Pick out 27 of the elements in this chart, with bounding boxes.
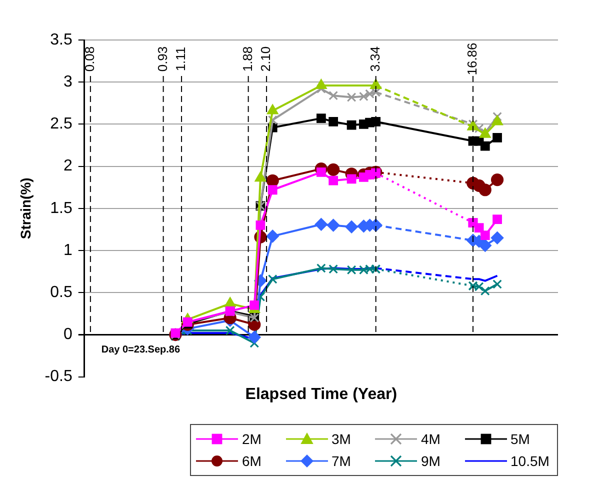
x-tick-label: 0.08 <box>82 46 98 72</box>
legend-label: 3M <box>332 431 351 447</box>
y-axis-title: Strain(%) <box>17 178 34 240</box>
y-tick-label: 2.5 <box>50 116 72 133</box>
legend-label: 4M <box>421 431 440 447</box>
y-tick-label: 1.5 <box>50 200 72 217</box>
y-tick-label: 0.5 <box>50 284 72 302</box>
annotation: Day 0=23.Sep.86 <box>101 344 180 356</box>
y-tick-label: 3.5 <box>50 31 72 48</box>
x-tick-label: 1.11 <box>173 46 188 72</box>
x-axis-title: Elapsed Time (Year) <box>245 386 398 403</box>
y-tick-label: 3 <box>63 74 72 91</box>
x-tick-label: 2.10 <box>258 46 274 72</box>
x-tick-label: 0.93 <box>154 46 170 72</box>
legend-label: 7M <box>332 453 351 469</box>
y-tick-label: 1 <box>63 242 72 259</box>
x-tick-label: 1.88 <box>240 46 255 72</box>
x-tick-label: 16.86 <box>464 42 480 76</box>
y-tick-label: 2 <box>63 158 72 175</box>
y-tick-label: 0 <box>63 326 72 344</box>
legend-label: 6M <box>242 453 262 469</box>
legend-label: 9M <box>421 453 440 469</box>
legend-label: 5M <box>510 431 530 447</box>
legend-label: 2M <box>242 431 262 447</box>
legend-label: 10.5M <box>510 453 550 469</box>
x-tick-label: 3.34 <box>367 46 382 72</box>
y-tick-label: -0.5 <box>44 368 72 386</box>
